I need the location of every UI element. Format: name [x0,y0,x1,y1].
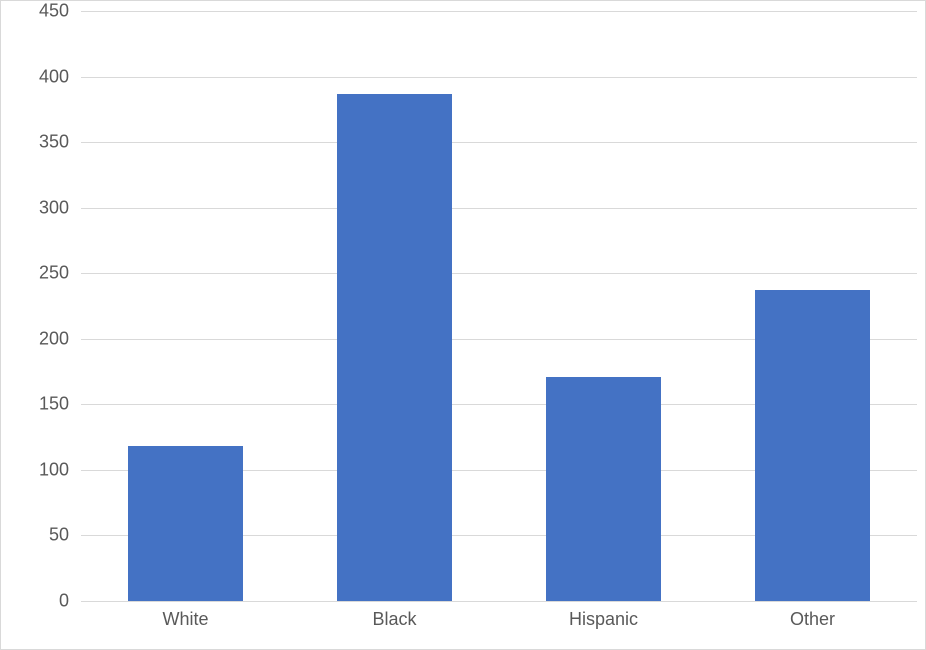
y-tick-label: 100 [39,459,69,480]
y-tick-label: 400 [39,66,69,87]
bar [128,446,243,601]
bar [546,377,661,601]
y-tick-label: 250 [39,263,69,284]
gridline [81,77,917,78]
gridline [81,601,917,602]
y-tick-label: 450 [39,1,69,22]
bar [337,94,452,601]
x-tick-label: White [162,609,208,630]
x-tick-label: Other [790,609,835,630]
gridline [81,208,917,209]
bar [755,290,870,601]
x-tick-label: Hispanic [569,609,638,630]
chart-frame: 0 50 100 150 200 250 300 350 400 450 White Black His… [0,0,926,650]
y-tick-label: 150 [39,394,69,415]
plot-area [81,11,917,601]
y-tick-label: 0 [59,591,69,612]
y-tick-label: 200 [39,328,69,349]
x-tick-label: Black [372,609,416,630]
y-tick-label: 350 [39,132,69,153]
gridline [81,142,917,143]
gridline [81,273,917,274]
gridline [81,11,917,12]
y-tick-label: 300 [39,197,69,218]
y-tick-label: 50 [49,525,69,546]
